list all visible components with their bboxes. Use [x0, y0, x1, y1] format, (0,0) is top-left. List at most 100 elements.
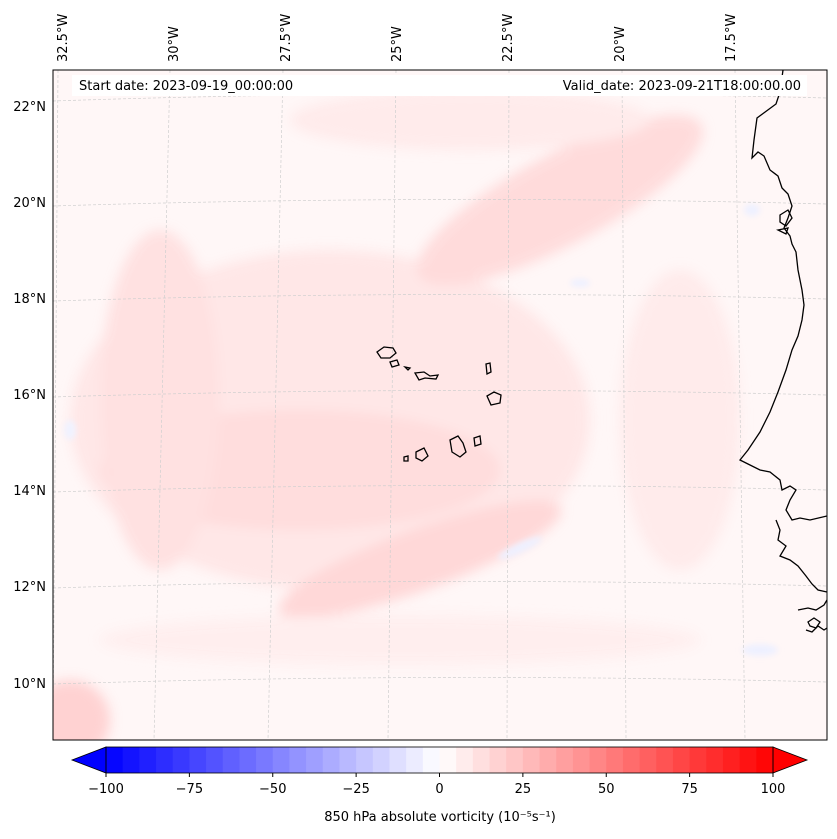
colorbar-cell	[639, 747, 657, 773]
cape-verde-sal	[485, 362, 492, 376]
cape-verde-maio	[473, 435, 482, 447]
colorbar-cell	[239, 747, 257, 773]
colorbar-tick-label: 25	[515, 782, 532, 797]
colorbar-cells	[106, 747, 774, 773]
colorbar-cell	[522, 747, 541, 773]
coastal-islet	[776, 227, 789, 235]
parallel-12n	[53, 581, 827, 589]
lon-label: 22.5°W	[501, 14, 516, 62]
guinea-islands	[807, 617, 821, 629]
colorbar-cell	[539, 747, 557, 773]
colorbar-extend-high	[772, 746, 809, 774]
colorbar-label: 850 hPa absolute vorticity (10⁻⁵s⁻¹)	[324, 810, 556, 825]
colorbar-cell	[439, 747, 457, 773]
map-frame	[52, 69, 828, 741]
annotation-band	[72, 75, 807, 96]
colorbar-cell	[406, 747, 424, 773]
colorbar-cell	[656, 747, 674, 773]
negative-patch	[744, 204, 760, 216]
lon-label: 17.5°W	[724, 14, 739, 62]
cape-verde-santo-antao	[376, 346, 397, 359]
vorticity-blob	[100, 230, 220, 570]
colorbar-cell	[506, 747, 524, 773]
valid-date-label: Valid_date: 2023-09-21T18:00:00.00	[563, 79, 801, 94]
lon-label: 20°W	[613, 26, 628, 62]
negative-patch	[64, 420, 76, 440]
colorbar-cell	[206, 747, 224, 773]
colorbar-cell	[672, 747, 691, 773]
colorbar-cell	[756, 747, 774, 773]
lat-label: 22°N	[13, 100, 46, 115]
colorbar-tick-label: −75	[176, 782, 203, 797]
africa-coastline-south	[775, 519, 827, 593]
colorbar-tick-label: −50	[259, 782, 286, 797]
negative-patch	[570, 279, 590, 287]
parallel-10n	[53, 677, 827, 685]
colorbar-tick-label: 50	[598, 782, 615, 797]
guinea-coast	[805, 625, 827, 633]
colorbar-cell	[606, 747, 624, 773]
colorbar-cell	[256, 747, 274, 773]
colorbar-cell	[556, 747, 574, 773]
meridian-20w	[621, 70, 627, 740]
colorbar-cell	[706, 747, 724, 773]
latitude-labels: 22°N 20°N 18°N 16°N 14°N 12°N 10°N	[13, 100, 46, 692]
parallel-18n	[53, 294, 827, 302]
colorbar-ticks: −100 −75 −50 −25 0 25 50 75 100	[88, 773, 785, 797]
vorticity-blob	[278, 501, 562, 619]
colorbar-cell	[739, 747, 757, 773]
colorbar-cell	[339, 747, 357, 773]
meridian-17.5w	[734, 70, 746, 740]
cape-verde-fogo	[415, 447, 429, 462]
lat-label: 12°N	[13, 580, 46, 595]
vorticity-field	[53, 90, 740, 740]
colorbar-cell	[389, 747, 407, 773]
colorbar-cell	[272, 747, 291, 773]
parallel-20n	[53, 199, 827, 207]
meridian-30w	[153, 70, 171, 740]
lat-label: 20°N	[13, 196, 46, 211]
colorbar-cell	[306, 747, 324, 773]
coastal-islet	[779, 209, 793, 227]
colorbar-tick-label: −100	[88, 782, 124, 797]
cape-verde-sao-vicente	[389, 359, 400, 368]
parallel-16n	[53, 390, 827, 398]
coastlines	[376, 70, 827, 633]
colorbar: −100 −75 −50 −25 0 25 50 75 100 850 hPa absolute…	[70, 746, 809, 825]
cape-verde-santa-luzia	[403, 365, 412, 371]
lat-label: 16°N	[13, 388, 46, 403]
colorbar-cell	[139, 747, 157, 773]
vorticity-negative-patches	[64, 204, 778, 656]
colorbar-cell	[422, 747, 441, 773]
colorbar-cell	[322, 747, 341, 773]
colorbar-cell	[289, 747, 307, 773]
lon-label: 30°W	[167, 26, 182, 62]
colorbar-cell	[122, 747, 140, 773]
colorbar-cell	[106, 747, 124, 773]
colorbar-tick-label: 0	[435, 782, 443, 797]
cape-verde-boa-vista	[486, 391, 502, 406]
guinea-bissau-coast	[797, 599, 827, 611]
colorbar-extend-low	[70, 746, 107, 774]
colorbar-cell	[622, 747, 641, 773]
colorbar-tick-label: 100	[761, 782, 786, 797]
meridian-22.5w	[506, 70, 510, 740]
meridian-27.5w	[267, 70, 284, 740]
colorbar-cell	[372, 747, 391, 773]
longitude-labels: 32.5°W 30°W 27.5°W 25°W 22.5°W 20°W 17.5…	[56, 14, 739, 62]
colorbar-cell	[689, 747, 707, 773]
vorticity-blob	[620, 270, 740, 570]
meridian-32.5w	[53, 70, 59, 740]
colorbar-cell	[722, 747, 741, 773]
lat-label: 18°N	[13, 292, 46, 307]
colorbar-tick-label: 75	[681, 782, 698, 797]
negative-patch	[742, 644, 778, 656]
lon-label: 25°W	[390, 26, 405, 62]
cape-verde-sao-nicolau	[413, 371, 440, 381]
colorbar-cell	[356, 747, 374, 773]
cape-verde-santiago	[449, 435, 467, 458]
africa-coastline	[738, 70, 827, 521]
colorbar-cell	[189, 747, 207, 773]
colorbar-cell	[156, 747, 174, 773]
